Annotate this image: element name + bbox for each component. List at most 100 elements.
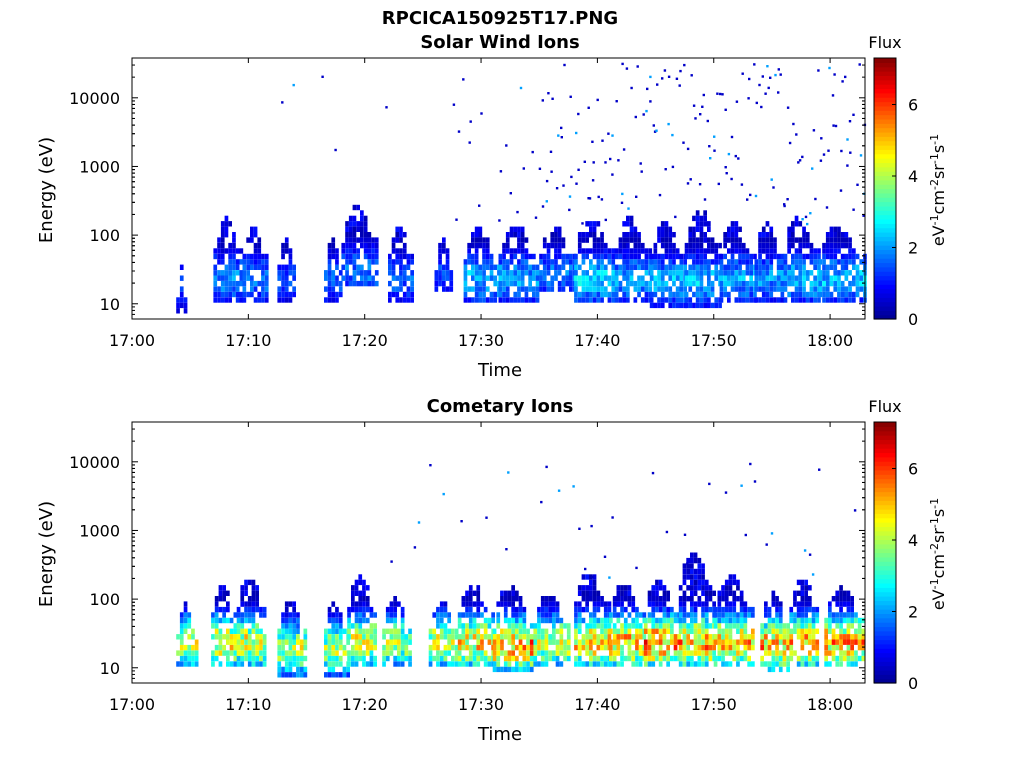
flux-cell — [764, 92, 767, 95]
flux-cell — [855, 253, 860, 260]
flux-cell — [701, 623, 705, 629]
flux-cell — [442, 270, 446, 276]
colorbar-tick-label: 0 — [908, 674, 918, 693]
flux-cell — [714, 302, 719, 309]
flux-cell — [664, 168, 667, 171]
flux-cell — [791, 259, 795, 265]
colorbar-cell — [874, 587, 896, 593]
flux-cell — [627, 655, 632, 662]
flux-cell — [837, 286, 841, 292]
flux-cell — [281, 253, 285, 260]
panel-1-ylabel: Energy (eV) — [36, 137, 57, 243]
flux-cell — [660, 297, 665, 303]
flux-cell — [517, 264, 521, 270]
flux-cell — [618, 286, 623, 292]
flux-cell — [288, 291, 293, 298]
flux-cell — [338, 661, 343, 667]
flux-cell — [585, 574, 589, 580]
flux-cell — [436, 661, 440, 667]
flux-cell — [623, 590, 628, 596]
flux-cell — [443, 644, 448, 651]
flux-cell — [666, 639, 670, 645]
flux-cell — [463, 259, 468, 265]
flux-cell — [519, 86, 523, 90]
flux-cell — [511, 628, 515, 634]
flux-cell — [572, 485, 575, 488]
flux-cell — [861, 634, 866, 640]
flux-cell — [662, 623, 667, 629]
flux-cell — [587, 106, 590, 109]
colorbar-cell — [874, 596, 896, 601]
flux-cell — [635, 644, 639, 651]
flux-cell — [348, 248, 353, 254]
flux-cell — [555, 606, 560, 613]
flux-cell — [592, 612, 597, 618]
flux-cell — [638, 644, 643, 651]
flux-cell — [620, 590, 624, 596]
flux-cell — [574, 280, 578, 287]
flux-cell — [727, 264, 731, 270]
flux-cell — [373, 639, 377, 645]
flux-cell — [778, 650, 783, 656]
flux-cell — [831, 612, 836, 618]
flux-cell — [224, 221, 229, 227]
flux-cell — [791, 264, 795, 270]
flux-cell — [462, 78, 465, 81]
flux-cell — [672, 253, 676, 260]
flux-cell — [791, 291, 795, 298]
flux-cell — [585, 644, 589, 651]
flux-cell — [719, 253, 724, 260]
flux-cell — [828, 66, 831, 70]
flux-cell — [335, 661, 339, 667]
flux-cell — [622, 297, 626, 303]
flux-cell — [397, 639, 401, 645]
flux-cell — [393, 612, 397, 618]
flux-cell — [218, 596, 223, 602]
flux-cell — [835, 634, 840, 640]
flux-cell — [288, 661, 293, 667]
flux-cell — [410, 259, 414, 265]
flux-cell — [585, 297, 589, 303]
flux-cell — [837, 242, 841, 249]
flux-cell — [813, 259, 817, 265]
flux-cell — [338, 280, 343, 287]
panel-2-colorbar-unit: eV-1cm-2sr-1s-1 — [928, 498, 948, 610]
flux-cell — [714, 270, 719, 276]
flux-cell — [331, 297, 336, 303]
flux-cell — [358, 606, 363, 613]
flux-cell — [224, 286, 229, 292]
flux-cell — [596, 280, 601, 287]
flux-cell — [789, 650, 794, 656]
flux-cell — [402, 242, 407, 249]
flux-cell — [749, 193, 752, 197]
flux-cell — [434, 270, 439, 276]
flux-cell — [214, 644, 219, 651]
flux-cell — [213, 248, 218, 254]
flux-cell — [835, 639, 840, 645]
flux-cell — [747, 661, 751, 667]
flux-cell — [701, 568, 705, 575]
flux-cell — [695, 291, 700, 298]
flux-cell — [476, 650, 481, 656]
flux-cell — [541, 205, 545, 208]
flux-cell — [620, 601, 624, 607]
flux-cell — [796, 606, 801, 613]
flux-cell — [707, 275, 711, 281]
flux-cell — [758, 275, 762, 281]
flux-cell — [589, 232, 593, 238]
flux-cell — [331, 666, 336, 673]
flux-cell — [335, 606, 339, 613]
flux-cell — [485, 516, 488, 519]
flux-cell — [533, 639, 538, 645]
flux-cell — [629, 275, 634, 281]
flux-cell — [496, 644, 501, 651]
flux-cell — [701, 612, 705, 618]
flux-cell — [259, 661, 263, 667]
colorbar-cell — [874, 461, 896, 467]
flux-cell — [552, 601, 556, 607]
flux-cell — [620, 606, 624, 613]
flux-cell — [682, 579, 687, 586]
flux-cell — [697, 655, 702, 662]
flux-cell — [688, 242, 693, 249]
flux-cell — [537, 628, 541, 634]
